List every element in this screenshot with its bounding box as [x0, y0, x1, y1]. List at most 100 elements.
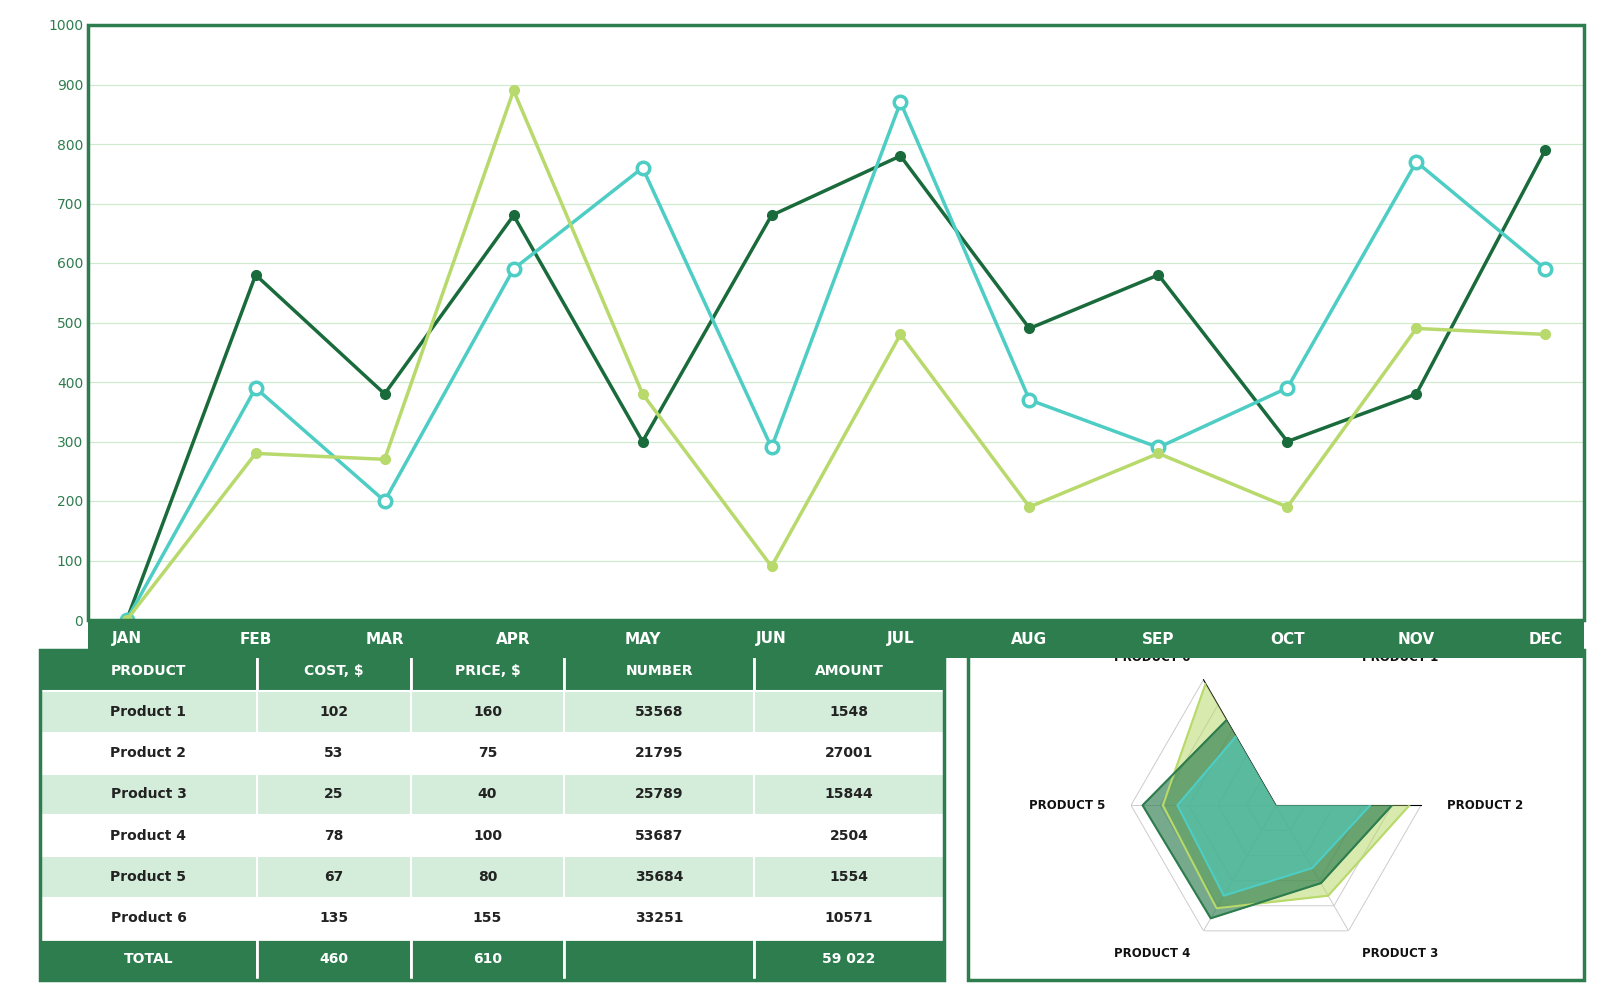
Text: 53: 53 — [325, 746, 344, 760]
Bar — [754, 898, 944, 939]
Text: JUL: JUL — [886, 632, 914, 646]
Bar — [754, 856, 944, 898]
Text: COST, $: COST, $ — [304, 664, 363, 678]
Bar — [40, 898, 258, 939]
Text: PRODUCT 3: PRODUCT 3 — [1362, 947, 1438, 960]
Text: APR: APR — [496, 632, 531, 646]
Text: NUMBER: NUMBER — [626, 664, 693, 678]
Text: DEC: DEC — [1528, 632, 1562, 646]
Bar — [258, 898, 411, 939]
Text: 2504: 2504 — [830, 829, 869, 843]
Text: 1554: 1554 — [829, 870, 869, 884]
Text: 67: 67 — [325, 870, 344, 884]
Text: JUN: JUN — [757, 632, 787, 646]
Text: PRODUCT 6: PRODUCT 6 — [1114, 651, 1190, 664]
Bar — [258, 856, 411, 898]
Polygon shape — [1163, 683, 1410, 908]
Text: 135: 135 — [320, 911, 349, 925]
Bar — [411, 691, 565, 732]
Text: MAR: MAR — [365, 632, 403, 646]
Text: MAY: MAY — [624, 632, 661, 646]
Text: PRODUCT 4: PRODUCT 4 — [1114, 947, 1190, 960]
Bar — [411, 856, 565, 898]
Bar — [565, 691, 754, 732]
Bar — [40, 774, 258, 815]
Text: 25: 25 — [325, 787, 344, 801]
Text: PRODUCT: PRODUCT — [110, 664, 186, 678]
Text: TOTAL: TOTAL — [123, 952, 173, 966]
Text: NOV: NOV — [1398, 632, 1435, 646]
Bar — [754, 774, 944, 815]
Bar — [754, 939, 944, 980]
Bar — [565, 774, 754, 815]
Bar — [565, 939, 754, 980]
Text: 80: 80 — [478, 870, 498, 884]
Text: OCT: OCT — [1270, 632, 1304, 646]
Text: Product 1: Product 1 — [110, 705, 187, 719]
Text: 25789: 25789 — [635, 787, 683, 801]
Text: PRICE, $: PRICE, $ — [454, 664, 520, 678]
Text: Product 3: Product 3 — [110, 787, 187, 801]
Text: 75: 75 — [478, 746, 498, 760]
Text: SEP: SEP — [1142, 632, 1174, 646]
Polygon shape — [1178, 736, 1370, 896]
Text: 155: 155 — [474, 911, 502, 925]
Bar — [754, 650, 944, 691]
Text: JAN: JAN — [112, 632, 142, 646]
Text: 100: 100 — [474, 829, 502, 843]
Text: PRODUCT 5: PRODUCT 5 — [1029, 799, 1106, 812]
Bar — [40, 939, 258, 980]
Bar — [258, 732, 411, 774]
Bar — [258, 815, 411, 856]
Text: 1548: 1548 — [829, 705, 869, 719]
Text: 160: 160 — [474, 705, 502, 719]
Bar — [754, 815, 944, 856]
Bar — [258, 939, 411, 980]
Text: 27001: 27001 — [826, 746, 874, 760]
Text: Product 6: Product 6 — [110, 911, 187, 925]
Text: AUG: AUG — [1011, 632, 1048, 646]
Text: 53568: 53568 — [635, 705, 683, 719]
Text: 610: 610 — [474, 952, 502, 966]
Bar — [40, 691, 258, 732]
Text: FEB: FEB — [240, 632, 272, 646]
Bar — [411, 774, 565, 815]
Bar — [258, 691, 411, 732]
Bar — [411, 939, 565, 980]
Bar — [565, 856, 754, 898]
Text: 21795: 21795 — [635, 746, 683, 760]
Bar — [40, 650, 258, 691]
Bar — [258, 774, 411, 815]
Bar — [565, 898, 754, 939]
Text: 35684: 35684 — [635, 870, 683, 884]
Text: Product 2: Product 2 — [110, 746, 187, 760]
Text: 53687: 53687 — [635, 829, 683, 843]
Bar — [754, 732, 944, 774]
Bar — [565, 815, 754, 856]
Text: 15844: 15844 — [824, 787, 874, 801]
Text: AMOUNT: AMOUNT — [814, 664, 883, 678]
Text: 33251: 33251 — [635, 911, 683, 925]
Bar — [411, 650, 565, 691]
Bar — [40, 815, 258, 856]
Bar — [411, 898, 565, 939]
Text: 460: 460 — [320, 952, 349, 966]
Text: PRODUCT 2: PRODUCT 2 — [1446, 799, 1523, 812]
Bar — [258, 650, 411, 691]
Text: 10571: 10571 — [826, 911, 874, 925]
Text: 59 022: 59 022 — [822, 952, 875, 966]
Bar — [565, 732, 754, 774]
Text: 78: 78 — [325, 829, 344, 843]
Bar — [565, 650, 754, 691]
Bar — [40, 856, 258, 898]
Polygon shape — [1142, 717, 1392, 918]
Text: 40: 40 — [478, 787, 498, 801]
Text: Product 5: Product 5 — [110, 870, 187, 884]
Bar — [754, 691, 944, 732]
Text: 102: 102 — [320, 705, 349, 719]
Text: PRODUCT 1: PRODUCT 1 — [1362, 651, 1438, 664]
Bar — [411, 815, 565, 856]
Bar — [40, 732, 258, 774]
Text: Product 4: Product 4 — [110, 829, 187, 843]
Bar — [411, 732, 565, 774]
